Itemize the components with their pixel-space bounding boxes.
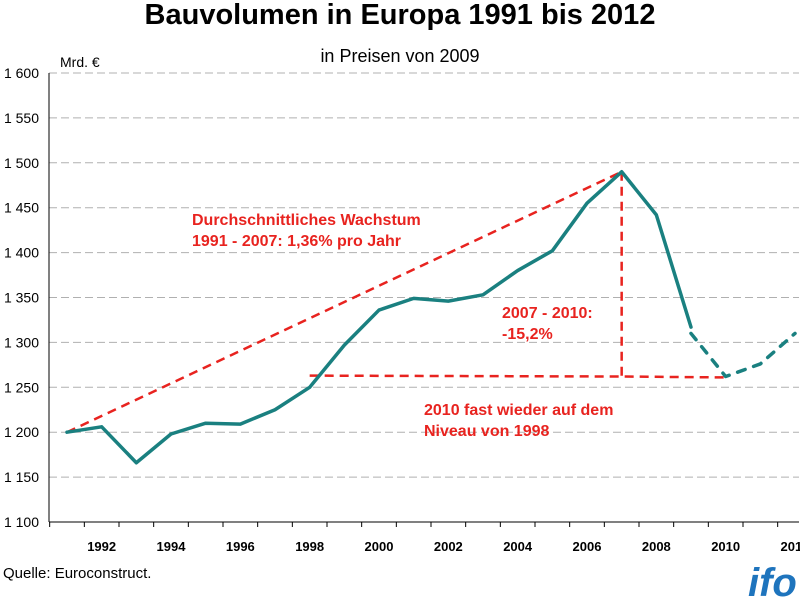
x-tick-label-2000: 2000 bbox=[365, 539, 394, 554]
axes bbox=[48, 73, 799, 527]
reference-lines bbox=[66, 170, 726, 434]
annotation-growth-line-1: Durchschnittliches Wachstum bbox=[192, 212, 421, 229]
annotation-decline-line-1: 2007 - 2010: bbox=[502, 305, 593, 322]
annotation-decline-line-2: -15,2% bbox=[502, 326, 553, 343]
y-tick-label-1300: 1 300 bbox=[4, 334, 39, 350]
construction-volume-line bbox=[65, 170, 693, 465]
annotation-growth-line-2: 1991 - 2007: 1,36% pro Jahr bbox=[192, 233, 401, 250]
source-note: Quelle: Euroconstruct. bbox=[3, 565, 151, 582]
annotation-recovery-line-2: Niveau von 1998 bbox=[424, 423, 550, 440]
y-axis-unit: Mrd. € bbox=[60, 54, 100, 70]
y-tick-labels: 1 600 1 550 1 500 1 450 1 400 1 350 1 300 1 250… bbox=[4, 65, 39, 530]
reference-line-3 bbox=[309, 374, 726, 379]
x-tick-label-2006: 2006 bbox=[573, 539, 602, 554]
chart-title: Bauvolumen in Europa 1991 bis 2012 bbox=[145, 0, 656, 31]
y-tick-label-1250: 1 250 bbox=[4, 379, 39, 395]
reference-line-1 bbox=[66, 170, 623, 434]
x-tick-label-1992: 1992 bbox=[87, 539, 116, 554]
y-tick-label-1450: 1 450 bbox=[4, 200, 39, 216]
y-tick-label-1550: 1 550 bbox=[4, 110, 39, 126]
y-tick-label-1150: 1 150 bbox=[4, 469, 39, 485]
x-tick-label-2002: 2002 bbox=[434, 539, 463, 554]
y-tick-label-1500: 1 500 bbox=[4, 155, 39, 171]
forecast-line bbox=[689, 331, 797, 379]
annotation-recovery-line-1: 2010 fast wieder auf dem bbox=[424, 402, 613, 419]
annotation-decline: 2007 - 2010: -15,2% bbox=[502, 305, 593, 343]
x-tick-label-2008: 2008 bbox=[642, 539, 671, 554]
y-tick-label-1600: 1 600 bbox=[4, 65, 39, 81]
y-tick-label-1100: 1 100 bbox=[4, 514, 39, 530]
y-tick-label-1200: 1 200 bbox=[4, 424, 39, 440]
annotation-recovery: 2010 fast wieder auf dem Niveau von 1998 bbox=[424, 402, 613, 440]
y-tick-label-1350: 1 350 bbox=[4, 290, 39, 306]
x-tick-label-2012: 2012 bbox=[781, 539, 800, 554]
y-tick-label-1400: 1 400 bbox=[4, 245, 39, 261]
x-tick-labels: 1992 1994 1996 1998 2000 2002 2004 2006 2008 2010… bbox=[87, 539, 800, 554]
x-tick-label-1996: 1996 bbox=[226, 539, 255, 554]
annotation-growth: Durchschnittliches Wachstum 1991 - 2007:… bbox=[192, 212, 421, 250]
x-tick-label-1998: 1998 bbox=[295, 539, 324, 554]
ifo-logo: ifo bbox=[748, 561, 797, 599]
x-tick-label-1994: 1994 bbox=[157, 539, 187, 554]
x-tick-label-2004: 2004 bbox=[503, 539, 533, 554]
x-tick-label-2010: 2010 bbox=[711, 539, 740, 554]
series-lines bbox=[65, 170, 797, 465]
chart-subtitle: in Preisen von 2009 bbox=[320, 46, 479, 66]
